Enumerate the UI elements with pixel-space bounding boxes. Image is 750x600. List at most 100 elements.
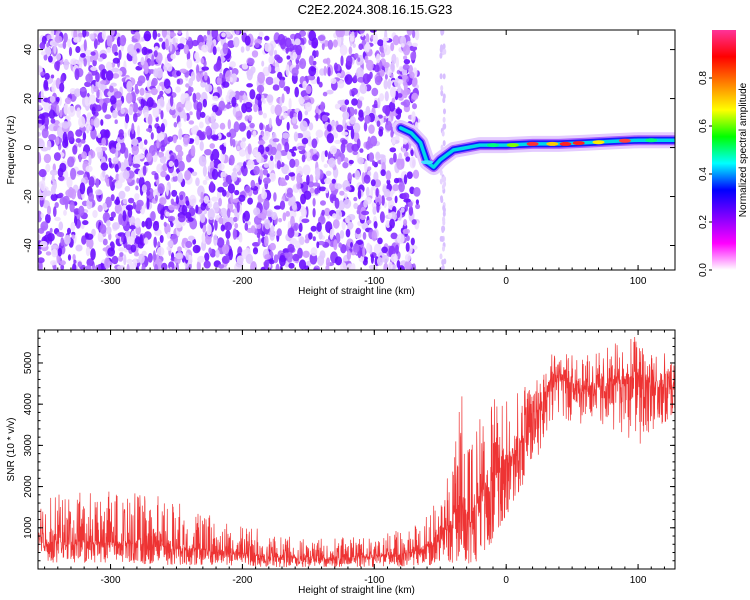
noise-cell [294,86,300,98]
noise-cell [247,143,252,155]
noise-cell [165,184,169,197]
noise-cell [310,247,318,257]
noise-cell [217,163,225,171]
noise-cell [367,166,372,171]
noise-cell [70,188,77,200]
signal-hotspot [559,141,572,146]
noise-cell [146,128,153,132]
noise-cell [249,122,255,129]
noise-cell [131,144,139,156]
noise-cell [136,48,140,53]
noise-cell [397,93,403,98]
noise-cell [75,46,81,53]
noise-cell [93,117,100,128]
noise-cell [390,73,394,78]
noise-cell [47,205,51,216]
noise-cell [291,239,296,245]
noise-cell [191,171,198,177]
noise-cell [363,199,369,208]
noise-cell [40,71,45,76]
noise-cell [354,108,358,115]
noise-cell [390,232,398,240]
noise-cell [382,38,387,50]
noise-cell [125,204,134,211]
x-tick-label: -100 [364,575,384,586]
noise-cell [349,116,356,125]
noise-cell [156,103,160,108]
noise-cell [179,68,188,74]
noise-cell [353,75,357,83]
x-tick-label: -100 [364,276,384,287]
noise-cell [160,123,165,133]
noise-cell [351,143,360,152]
noise-cell [403,198,411,203]
noise-cell [200,57,205,64]
noise-cell [150,211,156,222]
noise-cell [380,169,386,177]
noise-cell [118,49,122,60]
noise-cell [111,43,118,55]
noise-cell [403,59,411,65]
noise-cell [141,220,146,228]
noise-cell [410,149,414,157]
noise-cell [185,211,192,219]
noise-cell [443,258,447,265]
y-tick-label: 20 [23,93,34,105]
noise-cell [205,84,213,93]
noise-cell [286,55,291,60]
noise-cell [357,57,361,62]
noise-cell [388,261,393,270]
noise-cell [278,79,285,89]
noise-cell [277,34,286,46]
noise-cell [157,84,161,93]
noise-cell [396,158,405,170]
noise-cell [402,44,411,56]
noise-cell [268,55,275,65]
noise-cell [227,119,231,130]
noise-cell [156,133,165,141]
noise-cell [229,61,237,68]
noise-cell [191,39,199,47]
noise-cell [70,167,77,180]
noise-cell [205,205,209,210]
noise-cell [152,106,160,118]
noise-cell [212,95,219,101]
noise-cell [226,208,231,219]
noise-cell [241,137,247,142]
noise-cell [302,164,311,176]
noise-cell [240,140,246,149]
noise-cell [336,124,344,133]
noise-cell [269,242,276,251]
noise-cell [219,72,223,79]
noise-cell [343,198,352,209]
noise-cell [376,53,381,64]
noise-cell [286,86,290,95]
noise-cell [353,196,358,202]
noise-cell [310,225,317,232]
noise-cell [253,165,260,176]
noise-cell [312,207,316,218]
noise-cell [333,62,338,72]
noise-cell [372,206,377,215]
noise-cell [296,181,301,190]
noise-cell [211,196,219,202]
noise-cell [75,244,83,252]
noise-cell [278,218,283,223]
noise-cell [247,197,254,205]
noise-cell [395,57,399,68]
noise-cell [339,190,345,196]
noise-cell [257,213,265,219]
noise-cell [396,260,401,269]
noise-cell [375,187,379,198]
noise-cell [225,191,230,198]
noise-cell [252,247,259,255]
noise-cell [405,242,410,253]
noise-cell [190,145,196,157]
noise-cell [122,170,130,180]
noise-cell [58,232,65,238]
noise-cell [230,191,234,204]
noise-cell [143,237,149,245]
noise-cell [196,101,203,112]
noise-cell [163,221,167,228]
noise-cell [100,80,107,85]
